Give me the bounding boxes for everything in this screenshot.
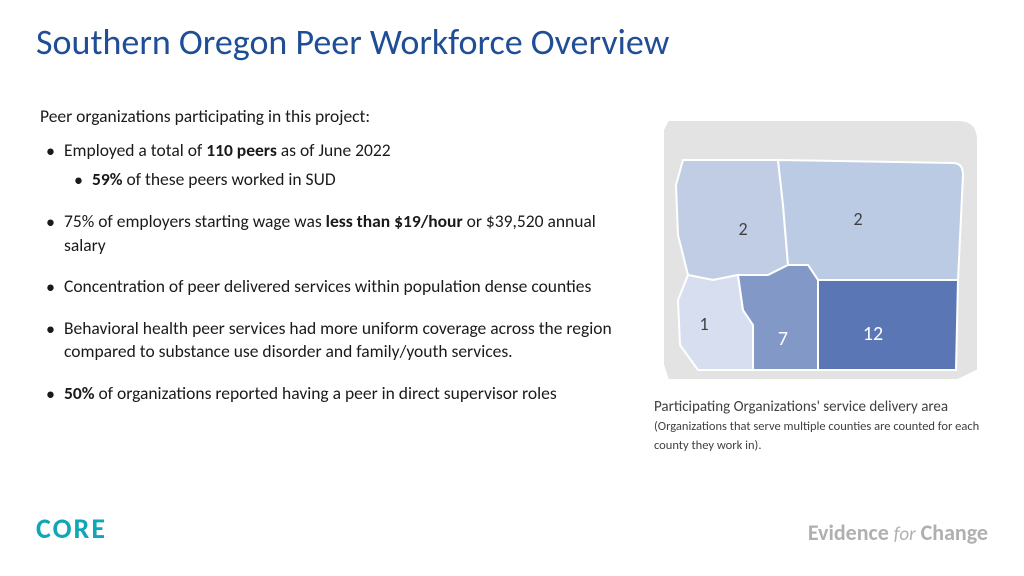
county-label-jackson: 12 bbox=[863, 322, 883, 346]
bullet-bold: 50% bbox=[64, 382, 95, 404]
bullet-bold: 110 peers bbox=[206, 139, 277, 161]
county-label-douglas: 2 bbox=[853, 208, 862, 230]
county-label-josephine: 7 bbox=[778, 327, 788, 351]
intro-text: Peer organizations participating in this… bbox=[40, 105, 620, 129]
bullet-bold: 59% bbox=[92, 168, 123, 190]
bullet-item: 75% of employers starting wage was less … bbox=[64, 210, 620, 257]
bullet-item: 50% of organizations reported having a p… bbox=[64, 382, 620, 406]
county-label-curry: 1 bbox=[699, 313, 708, 335]
page-title: Southern Oregon Peer Workforce Overview bbox=[36, 20, 669, 64]
county-jackson bbox=[818, 280, 958, 370]
caption-sub: (Organizations that serve multiple count… bbox=[654, 419, 979, 453]
bullet-item: Concentration of peer delivered services… bbox=[64, 275, 620, 299]
bullet-list: Employed a total of 110 peers as of June… bbox=[40, 139, 620, 406]
tagline-for: for bbox=[894, 523, 916, 546]
bullet-item: Behavioral health peer services had more… bbox=[64, 317, 620, 364]
content-column: Peer organizations participating in this… bbox=[40, 105, 620, 424]
bullet-text: 75% of employers starting wage was bbox=[64, 210, 326, 232]
caption-main: Participating Organizations' service del… bbox=[654, 398, 948, 416]
sub-bullet-item: 59% of these peers worked in SUD bbox=[92, 168, 620, 192]
bullet-item: Employed a total of 110 peers as of June… bbox=[64, 139, 620, 192]
tagline-part: Evidence bbox=[808, 519, 894, 546]
county-label-coos: 2 bbox=[738, 218, 747, 240]
sub-bullet-list: 59% of these peers worked in SUD bbox=[64, 168, 620, 192]
bullet-bold: less than $19/hour bbox=[326, 210, 463, 232]
bullet-text: as of June 2022 bbox=[277, 139, 391, 161]
bullet-text: of organizations reported having a peer … bbox=[95, 382, 557, 404]
map-container: 2 2 1 7 12 bbox=[658, 115, 988, 390]
bullet-text: Employed a total of bbox=[64, 139, 206, 161]
bullet-text: of these peers worked in SUD bbox=[123, 168, 336, 190]
map-caption: Participating Organizations' service del… bbox=[654, 398, 1004, 454]
tagline-part: Change bbox=[916, 519, 988, 546]
core-logo: CORE bbox=[36, 511, 107, 546]
tagline: Evidence for Change bbox=[808, 519, 988, 546]
county-douglas bbox=[778, 160, 963, 280]
county-map: 2 2 1 7 12 bbox=[658, 115, 988, 390]
county-coos bbox=[676, 160, 788, 280]
